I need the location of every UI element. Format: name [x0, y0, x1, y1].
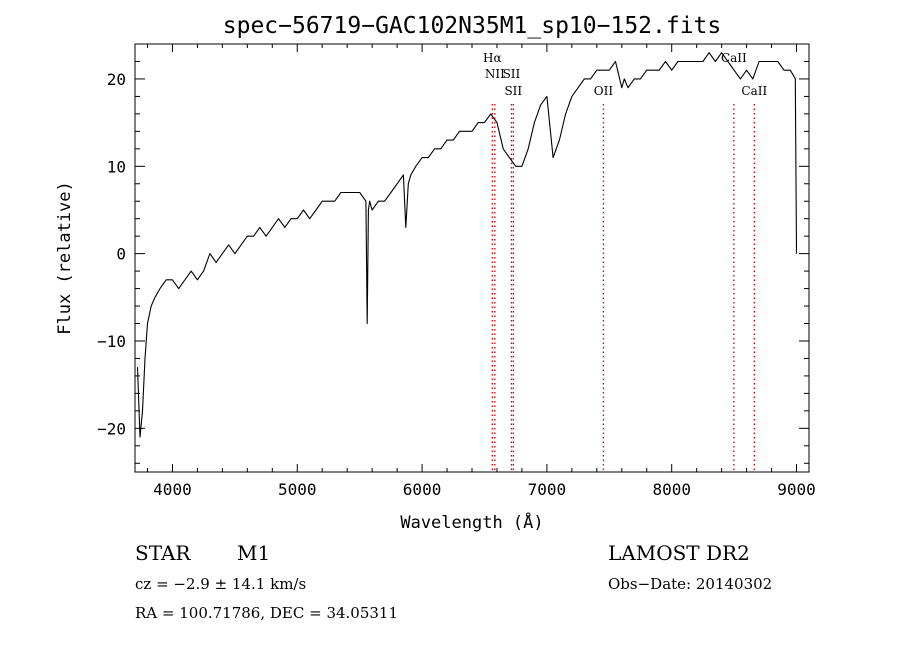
line-marker-label: NII: [485, 67, 505, 81]
axes: 4000 5000 6000 7000 8000 9000 −20 −10 0 10 20: [97, 43, 816, 499]
y-tick-label: 10: [107, 157, 126, 176]
chart-title: spec−56719−GAC102N35M1_sp10−152.fits: [223, 13, 722, 39]
object-subclass: M1: [237, 541, 271, 565]
x-tick-label: 6000: [403, 480, 442, 499]
y-tick-label: −10: [97, 332, 126, 351]
spectrum-line: [136, 52, 798, 438]
plot-frame: [134, 43, 810, 473]
velocity-readout: cz = −2.9 ± 14.1 km/s: [135, 575, 307, 593]
observation-date: Obs−Date: 20140302: [608, 575, 773, 593]
x-tick-label: 7000: [528, 480, 567, 499]
x-tick-label: 8000: [652, 480, 691, 499]
line-marker-label: SII: [504, 84, 522, 98]
y-tick-label: −20: [97, 419, 126, 438]
x-tick-label: 9000: [777, 480, 816, 499]
line-marker-label: SII: [503, 67, 521, 81]
line-marker-label: OII: [594, 84, 614, 98]
line-marker-label: CaII: [741, 84, 767, 98]
spectrum-series: [136, 52, 798, 438]
survey-name: LAMOST DR2: [608, 541, 750, 565]
y-tick-label: 20: [107, 70, 126, 89]
line-marker-label: Hα: [483, 51, 502, 65]
object-class: STAR: [135, 541, 191, 565]
x-tick-label: 4000: [153, 480, 192, 499]
y-axis-label: Flux (relative): [55, 181, 75, 335]
y-tick-label: 0: [116, 245, 126, 264]
coordinates: RA = 100.71786, DEC = 34.05311: [135, 604, 399, 622]
x-axis-label: Wavelength (Å): [400, 511, 543, 533]
x-tick-label: 5000: [278, 480, 317, 499]
